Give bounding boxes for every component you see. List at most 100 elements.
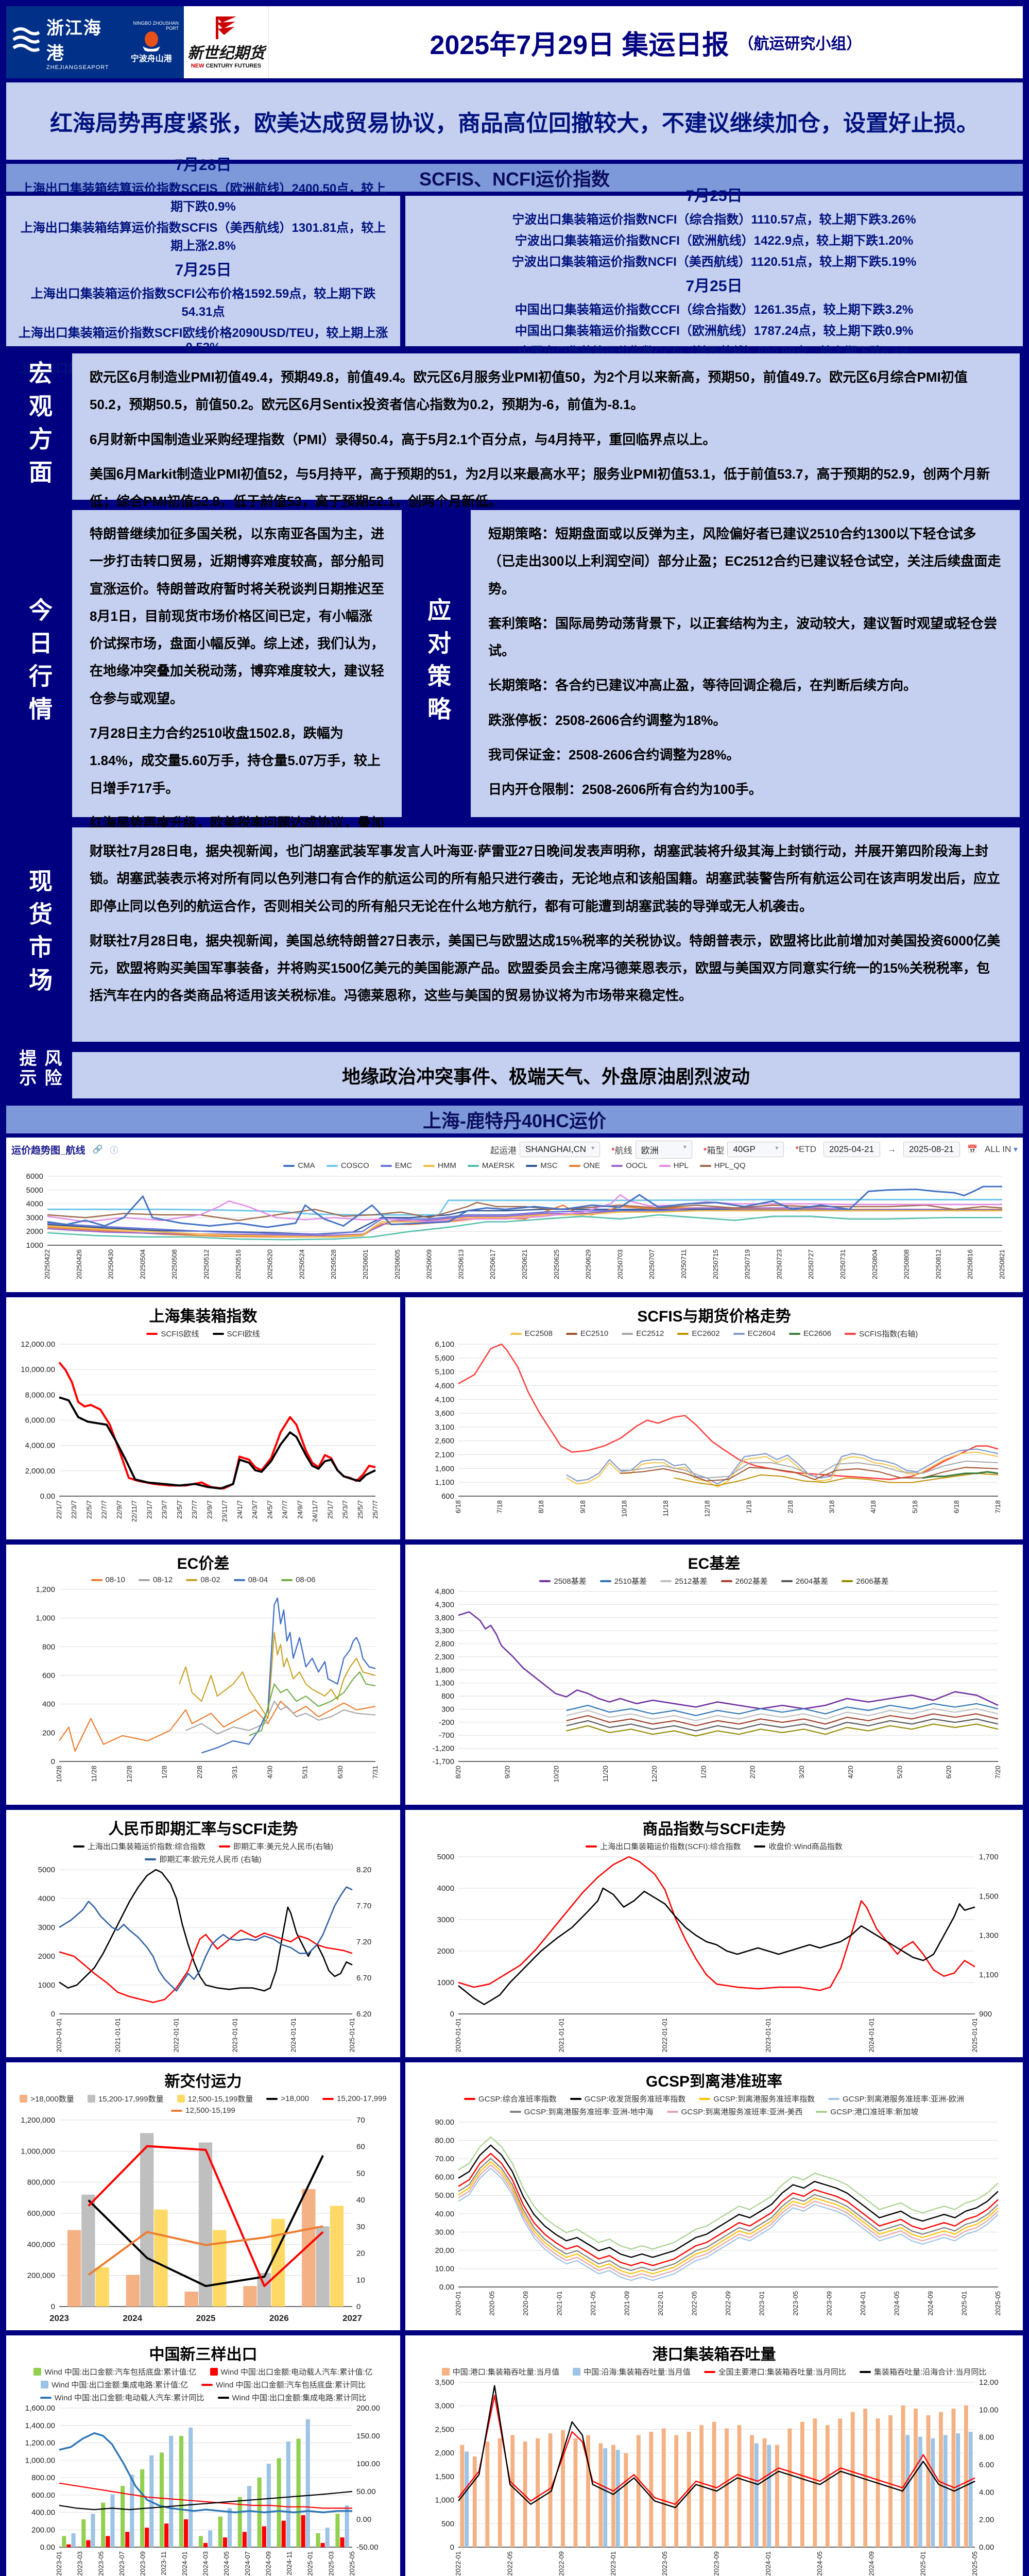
svg-text:2,800: 2,800 <box>435 1640 454 1649</box>
ncf-flag-icon <box>216 16 236 39</box>
svg-text:2025-01-01: 2025-01-01 <box>348 2018 356 2053</box>
legend-item: MSC <box>526 1161 558 1170</box>
svg-text:1,800: 1,800 <box>435 1666 454 1674</box>
legend-item: EC2508 <box>510 1328 553 1339</box>
svg-text:4/20: 4/20 <box>847 1766 854 1778</box>
svg-text:22/9/7: 22/9/7 <box>115 1500 123 1519</box>
legend-item: 08-10 <box>91 1575 125 1584</box>
svg-text:0: 0 <box>450 2010 454 2019</box>
svg-text:300: 300 <box>441 1705 454 1714</box>
index-line: 上海出口集装箱结算运价指数SCFIS（欧洲航线）2400.50点，较上期下跌0.… <box>20 182 386 214</box>
svg-text:6,000.00: 6,000.00 <box>25 1416 55 1425</box>
svg-text:2,300: 2,300 <box>435 1653 454 1662</box>
svg-text:-200: -200 <box>439 1718 454 1727</box>
svg-text:50.00: 50.00 <box>435 2191 454 2200</box>
svg-text:6000: 6000 <box>26 1172 43 1181</box>
macro-panel: 欧元区6月制造业PMI初值49.4，预期49.8，前值49.4。欧元区6月服务业… <box>72 353 1020 509</box>
svg-text:2.00: 2.00 <box>979 2516 994 2524</box>
filter-value[interactable]: 欧洲 ▾ <box>635 1140 692 1159</box>
chart-card-GCSP到离港准班率: GCSP到离港准班率 GCSP:综合准班率指数 GCSP:收发货服务准班率指数 GCS… <box>405 2062 1023 2330</box>
svg-text:2023-01: 2023-01 <box>609 2551 617 2576</box>
svg-text:2024-05: 2024-05 <box>222 2551 230 2576</box>
svg-text:2025-03: 2025-03 <box>327 2551 335 2576</box>
svg-text:2020-01-01: 2020-01-01 <box>454 2018 462 2053</box>
legend-swatch <box>322 2097 334 2100</box>
legend-swatch <box>659 1164 671 1167</box>
svg-text:0: 0 <box>51 1757 55 1766</box>
svg-text:800,000: 800,000 <box>27 2178 55 2187</box>
filter-航线: *航线 欧洲 ▾ <box>611 1140 692 1159</box>
svg-text:2024-11: 2024-11 <box>285 2551 293 2575</box>
svg-text:23/5/7: 23/5/7 <box>176 1500 183 1519</box>
legend-item: 中国:沿海:集装箱吞吐量:当月值 <box>573 2366 691 2377</box>
index-line: 上海出口集装箱运价指数SCFI欧线价格2090USD/TEU，较上期上涨0.53… <box>18 326 388 354</box>
svg-text:20: 20 <box>356 2249 365 2258</box>
svg-text:20250605: 20250605 <box>393 1249 401 1279</box>
svg-text:1,100: 1,100 <box>979 1971 999 1979</box>
help-icon[interactable]: ⓘ <box>110 1146 118 1156</box>
svg-text:2023-01: 2023-01 <box>758 2291 766 2316</box>
chart-legend: 上海出口集装箱运价指数(SCFI):综合指数 收盘价:Wind商品指数 <box>409 1840 1019 1853</box>
filter-value[interactable]: SHANGHAI,CN ▾ <box>519 1142 601 1158</box>
legend-swatch <box>733 1332 745 1335</box>
chart-plot: 1,600.00 1,400.00 1,200.00 1,000.00 800.00 60… <box>10 2404 396 2576</box>
macro-label: 宏观方面 <box>26 361 53 493</box>
svg-text:8/18: 8/18 <box>537 1500 545 1513</box>
svg-text:7.70: 7.70 <box>356 1902 371 1910</box>
svg-text:2/20: 2/20 <box>749 1766 757 1778</box>
svg-text:150.00: 150.00 <box>356 2432 380 2441</box>
svg-text:1,300: 1,300 <box>979 1931 999 1940</box>
freight-trend-widget: 运价趋势图_航线 🔗 ⓘ 起运港 SHANGHAI,CN ▾ *航线 欧洲 ▾ *箱型 40G… <box>6 1138 1023 1292</box>
svg-text:20250528: 20250528 <box>330 1249 337 1279</box>
svg-text:6/18: 6/18 <box>454 1500 462 1513</box>
svg-text:800.00: 800.00 <box>31 2473 55 2482</box>
svg-text:5,100: 5,100 <box>435 1368 454 1377</box>
svg-text:20250625: 20250625 <box>553 1249 560 1279</box>
svg-text:2025: 2025 <box>196 2313 216 2323</box>
svg-text:2020-01: 2020-01 <box>454 2291 462 2316</box>
legend-swatch <box>510 1332 522 1335</box>
svg-text:2023-05: 2023-05 <box>792 2291 799 2316</box>
allin-dropdown[interactable]: ALL IN ▾ <box>984 1144 1018 1155</box>
new-century-futures-logo: 新世纪期货 NEW CENTURY FUTURES <box>184 6 269 78</box>
legend-item: GCSP:到离港服务准班率:亚洲-地中海 <box>509 2106 654 2117</box>
svg-text:20250723: 20250723 <box>775 1249 783 1279</box>
svg-text:2023-05: 2023-05 <box>661 2551 668 2576</box>
legend-item: 2606基差 <box>842 1575 889 1586</box>
calendar-icon[interactable]: 📅 <box>967 1145 977 1155</box>
svg-text:20250731: 20250731 <box>839 1249 847 1279</box>
svg-text:5000: 5000 <box>26 1186 43 1195</box>
svg-text:30.00: 30.00 <box>435 2228 454 2236</box>
legend-item: >18,000数量 <box>20 2093 74 2104</box>
legend-swatch <box>788 1332 800 1335</box>
svg-text:2,100: 2,100 <box>435 1451 454 1460</box>
report-subtitle: （航运研究小组） <box>738 36 862 53</box>
headline-text: 红海局势再度紧张，欧美达成贸易协议，商品高位回撤较大，不建议继续加仓，设置好止损… <box>50 111 979 136</box>
index-line: 宁波出口集装箱运价指数NCFI（综合指数）1110.57点，较上期下跌3.26% <box>512 213 916 227</box>
etd-to-field[interactable]: 2025-08-21 <box>903 1142 960 1158</box>
chart-card-商品指数与SCFI走势: 商品指数与SCFI走势 上海出口集装箱运价指数(SCFI):综合指数 收盘价:Win… <box>405 1810 1023 2057</box>
legend-item: Wind 中国:出口金额:集成电路:累计值:亿 <box>41 2379 188 2390</box>
svg-text:6,100: 6,100 <box>435 1340 454 1349</box>
index-left-column: 7月28日 上海出口集装箱结算运价指数SCFIS（欧洲航线）2400.50点，较上… <box>6 157 400 390</box>
svg-text:4.00: 4.00 <box>979 2488 994 2497</box>
paragraph: 跌涨停板：2508-2606合约调整为18%。 <box>488 712 727 728</box>
link-icon[interactable]: 🔗 <box>92 1145 103 1155</box>
svg-text:20250430: 20250430 <box>107 1249 115 1279</box>
svg-text:100.00: 100.00 <box>356 2460 380 2468</box>
svg-text:6/18: 6/18 <box>952 1500 960 1513</box>
svg-text:5/18: 5/18 <box>911 1500 919 1513</box>
legend-item: >18,000 <box>266 2093 309 2104</box>
svg-text:2021-01-01: 2021-01-01 <box>114 2018 122 2053</box>
svg-text:2025-05: 2025-05 <box>994 2291 1002 2316</box>
filter-value[interactable]: 40GP ▾ <box>727 1142 784 1158</box>
legend-swatch <box>721 1580 732 1582</box>
svg-text:25/5/7: 25/5/7 <box>356 1500 364 1519</box>
svg-text:7/31: 7/31 <box>371 1766 379 1778</box>
svg-text:11/28: 11/28 <box>90 1766 98 1782</box>
etd-from-field[interactable]: 2025-04-21 <box>823 1142 880 1158</box>
legend-swatch <box>138 1579 150 1581</box>
paragraph: 6月财新中国制造业采购经理指数（PMI）录得50.4，高于5月2.1个百分点，与… <box>90 431 716 447</box>
svg-text:23/7/7: 23/7/7 <box>191 1500 198 1519</box>
chart-plot: 6,100 5,600 5,100 4,600 4,100 3,600 3,100 2,600… <box>409 1340 1019 1539</box>
